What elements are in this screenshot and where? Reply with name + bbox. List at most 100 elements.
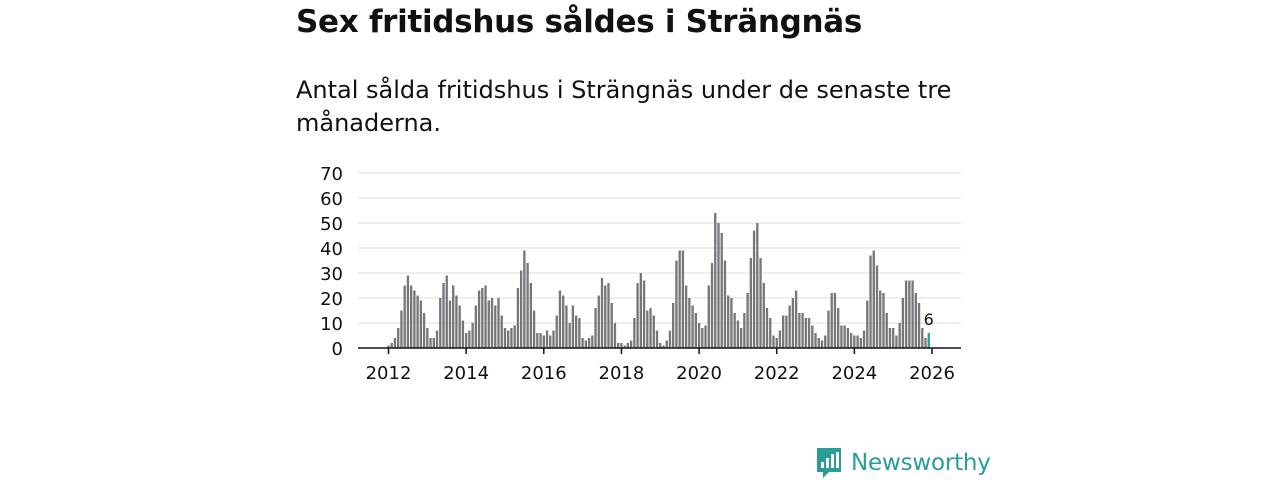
y-gridlines — [358, 172, 961, 324]
bar — [587, 338, 591, 348]
brand-name: Newsworthy — [851, 450, 991, 476]
bar — [849, 333, 853, 348]
bar — [549, 335, 552, 348]
y-tick-label-50: 50 — [320, 214, 343, 235]
bar — [772, 335, 775, 348]
bar — [426, 328, 429, 348]
bar — [432, 338, 435, 348]
x-tick-label-2014: 2014 — [443, 363, 489, 384]
bar — [872, 250, 875, 348]
bar — [591, 335, 594, 348]
bar — [707, 285, 710, 348]
bar — [481, 288, 484, 348]
bar — [885, 313, 888, 348]
bar — [545, 330, 549, 348]
bar — [474, 305, 478, 348]
bar — [513, 325, 516, 348]
bar — [730, 298, 733, 348]
bar — [824, 335, 827, 348]
newsworthy-logo-icon — [817, 448, 841, 478]
bar — [626, 343, 630, 348]
bar — [756, 223, 759, 348]
bar — [665, 340, 668, 348]
bar — [840, 325, 843, 348]
y-tick-label-40: 40 — [320, 239, 343, 260]
bar — [830, 293, 833, 348]
bar — [581, 338, 584, 348]
chart-subtitle: Antal sålda fritidshus i Strängnäs under… — [296, 76, 952, 137]
bar — [775, 338, 778, 348]
bar — [856, 335, 859, 348]
bar — [649, 308, 652, 348]
bar — [600, 278, 604, 348]
bar — [759, 258, 762, 348]
bar — [652, 315, 655, 348]
bar — [613, 323, 617, 348]
bar — [468, 330, 471, 348]
bar — [743, 313, 746, 348]
bar — [733, 313, 736, 348]
bar — [746, 293, 749, 348]
bar — [917, 303, 921, 348]
bar — [536, 333, 539, 348]
bar — [866, 300, 869, 348]
highlight-value-label: 6 — [924, 310, 934, 329]
bar — [843, 325, 846, 348]
bar — [503, 328, 507, 348]
bar — [494, 305, 497, 348]
bar — [911, 280, 914, 348]
x-ticks — [387, 348, 933, 354]
bar — [908, 280, 911, 348]
bar — [597, 295, 600, 348]
bar — [516, 288, 520, 348]
bar — [584, 340, 588, 348]
y-tick-label-30: 30 — [320, 264, 343, 285]
bar — [788, 305, 791, 348]
bar — [542, 335, 545, 348]
x-tick-label-2020: 2020 — [676, 363, 722, 384]
bar — [526, 263, 529, 348]
bar — [678, 250, 681, 348]
bar — [406, 275, 410, 348]
bar — [833, 293, 837, 348]
bar — [662, 345, 665, 348]
bar — [464, 333, 468, 348]
bar — [684, 285, 688, 348]
bars — [387, 213, 930, 348]
bar — [727, 295, 730, 348]
x-tick-label-2012: 2012 — [366, 363, 412, 384]
bar — [791, 298, 795, 348]
x-tick-labels: 2012 2014 2016 2018 2020 2022 2024 2026 — [366, 363, 955, 384]
y-tick-label-20: 20 — [320, 289, 343, 310]
bar — [811, 325, 814, 348]
bar — [837, 308, 840, 348]
bar — [623, 345, 626, 348]
bar — [723, 260, 727, 348]
bar — [571, 305, 575, 348]
x-tick-label-2018: 2018 — [599, 363, 645, 384]
bar — [769, 318, 772, 348]
bar — [568, 323, 571, 348]
bar — [862, 330, 866, 348]
bar — [484, 285, 487, 348]
newsworthy-logo[interactable]: Newsworthy — [815, 446, 991, 480]
bar — [390, 343, 393, 348]
bar — [701, 328, 704, 348]
bar — [778, 330, 782, 348]
bar — [869, 255, 872, 348]
bar — [558, 290, 562, 348]
bar — [697, 323, 701, 348]
x-tick-label-2026: 2026 — [909, 363, 955, 384]
bar — [892, 328, 895, 348]
bar — [629, 340, 633, 348]
bar — [594, 308, 597, 348]
bar — [749, 258, 752, 348]
bar — [633, 318, 636, 348]
bar — [562, 295, 565, 348]
bar — [914, 293, 917, 348]
bar — [429, 338, 432, 348]
bar — [904, 280, 908, 348]
bar — [688, 298, 691, 348]
y-tick-label-60: 60 — [320, 189, 343, 210]
bar — [387, 345, 390, 348]
